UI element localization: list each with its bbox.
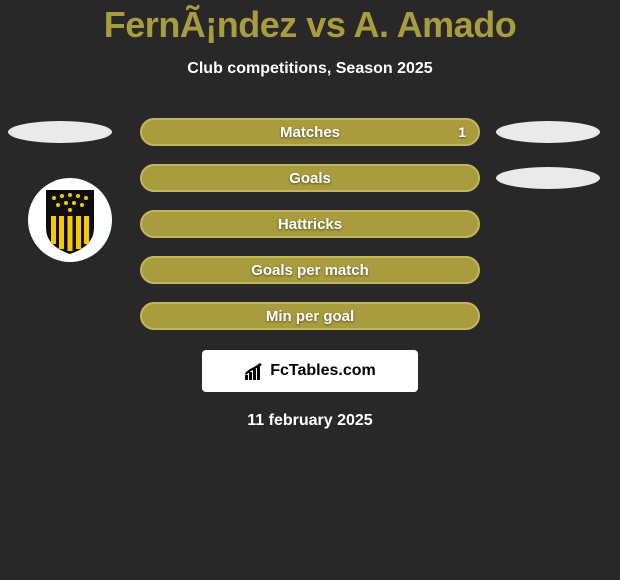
stat-label: Min per goal bbox=[266, 308, 354, 325]
stat-label: Matches bbox=[280, 124, 340, 141]
brand-link[interactable]: FcTables.com bbox=[202, 350, 418, 392]
left-pill bbox=[8, 121, 112, 143]
stat-value-right: 1 bbox=[458, 124, 466, 140]
stat-row: Goals bbox=[0, 164, 620, 192]
stat-row: Hattricks bbox=[0, 210, 620, 238]
brand-text: FcTables.com bbox=[270, 362, 376, 380]
stat-bar: Matches 1 bbox=[140, 118, 480, 146]
comparison-card: FernÃ¡ndez vs A. Amado Club competitions… bbox=[0, 0, 620, 580]
stat-bar: Hattricks bbox=[140, 210, 480, 238]
stat-bar: Min per goal bbox=[140, 302, 480, 330]
stat-label: Goals bbox=[289, 170, 331, 187]
stat-row: Matches 1 bbox=[0, 118, 620, 146]
date-label: 11 february 2025 bbox=[247, 412, 372, 430]
right-pill bbox=[496, 167, 600, 189]
chart-icon bbox=[244, 361, 264, 381]
stat-label: Hattricks bbox=[278, 216, 342, 233]
stats-rows: Matches 1 Goals Hattricks Goals per mat bbox=[0, 118, 620, 330]
stat-bar: Goals per match bbox=[140, 256, 480, 284]
page-title: FernÃ¡ndez vs A. Amado bbox=[104, 4, 516, 46]
stat-row: Min per goal bbox=[0, 302, 620, 330]
right-pill bbox=[496, 121, 600, 143]
stat-label: Goals per match bbox=[251, 262, 369, 279]
stat-row: Goals per match bbox=[0, 256, 620, 284]
subtitle: Club competitions, Season 2025 bbox=[187, 60, 432, 78]
stat-bar: Goals bbox=[140, 164, 480, 192]
